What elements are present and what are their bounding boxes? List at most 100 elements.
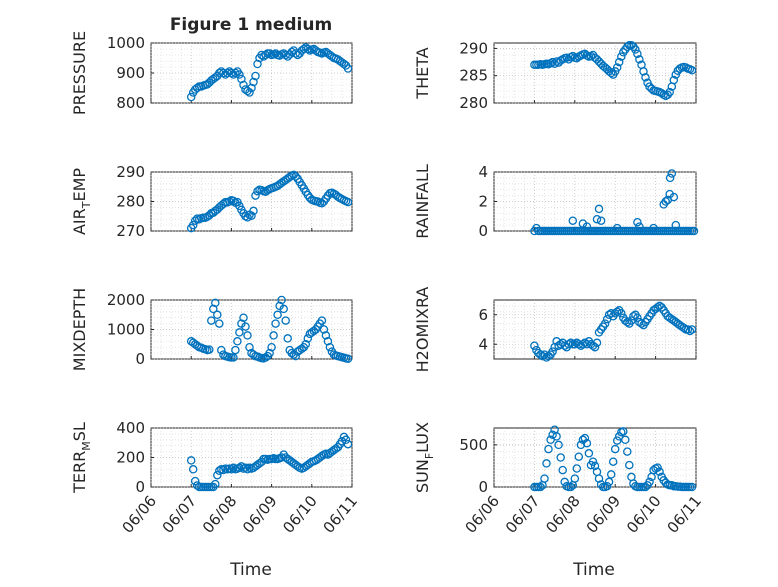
data-point (623, 42, 632, 52)
data-point (612, 436, 622, 445)
data-point (629, 311, 638, 321)
data-point (213, 470, 222, 480)
data-point (645, 477, 654, 487)
data-point (608, 457, 618, 466)
data-point (580, 338, 590, 348)
y-tick-label: 1000 (107, 321, 145, 339)
data-point (617, 309, 626, 318)
data-point (580, 433, 590, 443)
data-point (614, 57, 624, 67)
data-point (570, 474, 580, 483)
y-axis-label: PRESSURE (70, 31, 89, 115)
data-point (190, 476, 200, 486)
data-point (631, 45, 640, 54)
data-point (619, 427, 628, 436)
y-tick-label: 290 (459, 39, 488, 57)
data-point (572, 464, 582, 473)
data-point (317, 316, 327, 325)
data-point (604, 477, 614, 487)
y-tick-label: 400 (116, 419, 145, 437)
data-point (538, 351, 547, 361)
x-tick-label: 06/10 (623, 492, 665, 537)
data-point (649, 223, 658, 233)
data-point (269, 331, 278, 340)
data-point (635, 222, 644, 231)
data-point (594, 204, 604, 214)
data-point (323, 337, 333, 346)
data-point (582, 222, 592, 231)
data-point (625, 460, 634, 470)
data-point (623, 317, 632, 327)
subplot-grid: 800 900 1000 PRESSURE 280 285 290 THETA 270 280 29… (70, 31, 705, 537)
data-point (251, 191, 260, 200)
data-point (617, 52, 626, 61)
x-axis-label-right: Time (572, 560, 615, 580)
data-point (243, 465, 252, 474)
data-point (576, 440, 586, 450)
y-tick-label: 2000 (107, 291, 145, 309)
data-series (530, 301, 697, 362)
data-point (211, 298, 220, 308)
data-point (562, 53, 571, 62)
data-point (558, 465, 567, 475)
data-point (683, 325, 693, 334)
subplot-theta: 280 285 290 THETA (413, 39, 697, 112)
data-point (229, 353, 238, 362)
data-point (215, 68, 224, 78)
data-point (205, 345, 214, 354)
y-tick-label: 1000 (107, 34, 145, 52)
data-point (235, 463, 244, 473)
data-point (186, 456, 196, 465)
data-point (215, 319, 224, 328)
y-tick-label: 900 (116, 64, 145, 82)
data-point (343, 439, 353, 449)
data-series (186, 43, 353, 102)
y-tick-label: 285 (459, 67, 488, 85)
data-point (241, 463, 250, 473)
data-point (207, 316, 216, 325)
data-point (596, 216, 606, 225)
data-point (635, 55, 644, 64)
data-point (343, 64, 353, 73)
y-tick-label: 0 (135, 350, 145, 368)
data-point (293, 462, 302, 471)
y-axis-label: AIRTEMP (70, 168, 93, 235)
data-point (633, 217, 642, 227)
x-tick-label: 06/08 (542, 492, 584, 537)
data-point (590, 342, 600, 352)
data-point (566, 482, 576, 492)
data-series (186, 170, 353, 233)
data-point (665, 173, 675, 183)
subplot-mixdepth: 0 1000 2000 MIXDEPTH (70, 288, 353, 371)
data-point (281, 316, 290, 325)
data-point (217, 345, 226, 355)
data-point (343, 354, 353, 363)
data-point (633, 313, 642, 322)
data-point (186, 92, 196, 102)
y-tick-label: 280 (459, 94, 488, 112)
data-point (621, 435, 630, 445)
data-point (299, 44, 309, 54)
data-point (239, 80, 248, 90)
y-axis-label: SUNFLUX (413, 422, 436, 493)
y-tick-label: 0 (135, 478, 145, 496)
subplot-air-temp: 270 280 290 AIRTEMP (70, 163, 353, 240)
data-point (233, 337, 242, 346)
data-series (186, 432, 353, 492)
data-point (655, 467, 664, 477)
data-point (219, 68, 228, 78)
y-axis-label: THETA (413, 47, 432, 99)
x-tick-label: 06/10 (279, 492, 321, 537)
data-point (243, 331, 252, 340)
data-point (219, 465, 228, 475)
data-point (241, 322, 250, 331)
data-point (319, 325, 329, 334)
data-point (265, 348, 274, 358)
data-point (231, 345, 240, 355)
y-tick-label: 2 (478, 193, 488, 211)
x-tick-label: 06/09 (583, 492, 625, 537)
data-point (612, 63, 622, 72)
data-point (653, 463, 662, 472)
data-point (606, 68, 616, 78)
